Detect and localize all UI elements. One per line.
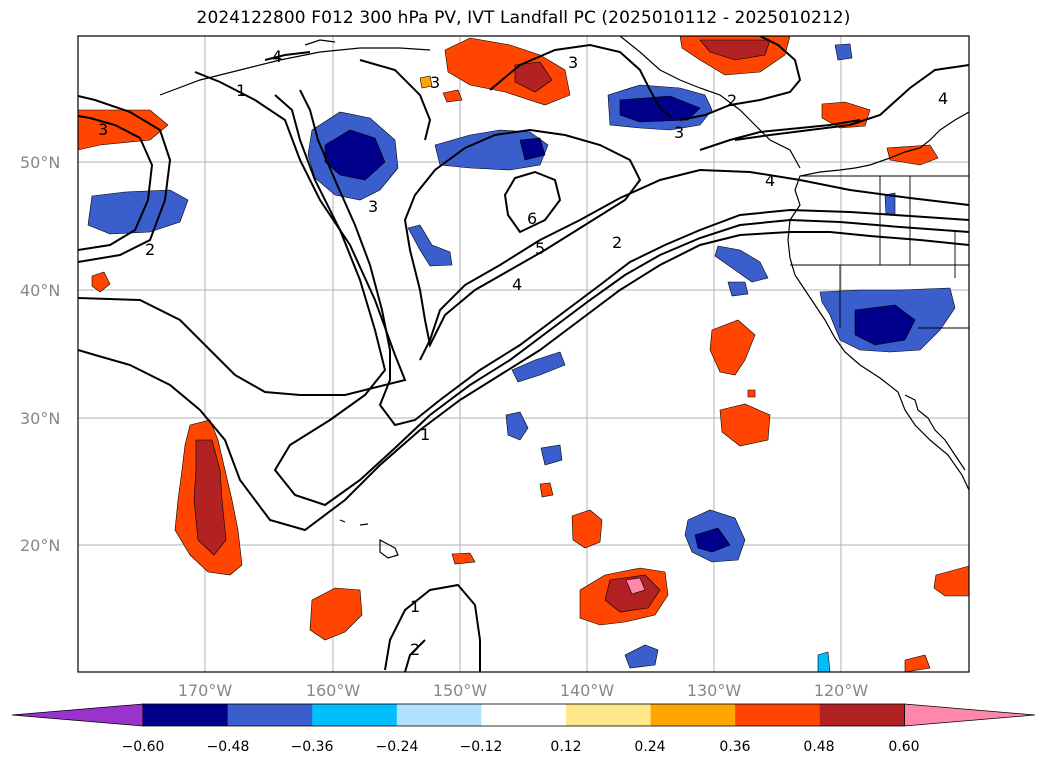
lon-labels: 170°W 160°W 150°W 140°W 130°W 120°W (178, 681, 869, 700)
colorbar-segment (735, 704, 821, 726)
lat-labels: 50°N 40°N 30°N 20°N (20, 153, 60, 555)
colorbar-segment (143, 704, 229, 726)
colorbar-tick-label: −0.24 (376, 739, 419, 755)
lon-label: 120°W (814, 681, 869, 700)
colorbar-segment (650, 704, 736, 726)
lon-label: 140°W (560, 681, 615, 700)
lon-label: 130°W (687, 681, 742, 700)
lon-label: 170°W (178, 681, 233, 700)
colorbar-segment (819, 704, 905, 726)
colorbar-ticks: −0.60 −0.48 −0.36 −0.24 −0.12 0.12 0.24 … (122, 739, 920, 755)
contour-label: 2 (727, 91, 737, 110)
lon-label: 150°W (433, 681, 488, 700)
lat-label: 40°N (20, 281, 60, 300)
contour-label: 2 (410, 640, 420, 659)
colorbar-segment (904, 703, 1036, 727)
contour-label: 1 (410, 597, 420, 616)
map-frame (77, 35, 970, 673)
contour-label: 4 (765, 171, 775, 190)
colorbar-tick-label: −0.12 (460, 739, 503, 755)
contour-label: 6 (527, 209, 537, 228)
contour-label: 1 (236, 81, 246, 100)
contour-label: 1 (420, 425, 430, 444)
colorbar-segment (312, 704, 398, 726)
colorbar-tick-label: 0.24 (634, 739, 665, 755)
contour-labels: 1 1 1 2 2 2 2 3 3 3 3 3 4 4 4 4 5 6 (98, 47, 948, 659)
contour-label: 2 (612, 233, 622, 252)
contour-label: 3 (430, 73, 440, 92)
colorbar-frame (142, 703, 905, 727)
colorbar-tick-label: −0.60 (122, 739, 165, 755)
colorbar-tick-label: 0.48 (803, 739, 834, 755)
contour-label: 4 (272, 47, 282, 66)
contour-label: 2 (145, 240, 155, 259)
colorbar-tick-label: −0.36 (291, 739, 334, 755)
contour-label: 3 (98, 120, 108, 139)
coastlines (159, 36, 969, 559)
lat-label: 20°N (20, 536, 60, 555)
colorbar-segment (481, 704, 567, 726)
colorbar-segment (396, 704, 482, 726)
lon-label: 160°W (306, 681, 361, 700)
colorbar-tick-label: 0.12 (550, 739, 581, 755)
pv-contours (78, 36, 969, 672)
contour-label: 4 (938, 89, 948, 108)
lat-label: 30°N (20, 409, 60, 428)
borders (790, 175, 969, 329)
positive-anomalies (78, 36, 969, 672)
lat-label: 50°N (20, 153, 60, 172)
contour-label: 4 (512, 275, 522, 294)
contour-label: 5 (535, 239, 545, 258)
colorbar-segment (11, 703, 144, 727)
contour-label: 3 (674, 123, 684, 142)
colorbar-segment (227, 704, 313, 726)
colorbar-tick-label: −0.48 (207, 739, 250, 755)
negative-anomalies (87, 43, 956, 672)
contour-label: 3 (568, 53, 578, 72)
colorbar-tick-label: 0.60 (888, 739, 919, 755)
colorbar (11, 703, 1036, 727)
contour-label: 3 (368, 197, 378, 216)
colorbar-segment (566, 704, 652, 726)
colorbar-tick-label: 0.36 (719, 739, 750, 755)
map-title: 2024122800 F012 300 hPa PV, IVT Landfall… (196, 8, 851, 28)
